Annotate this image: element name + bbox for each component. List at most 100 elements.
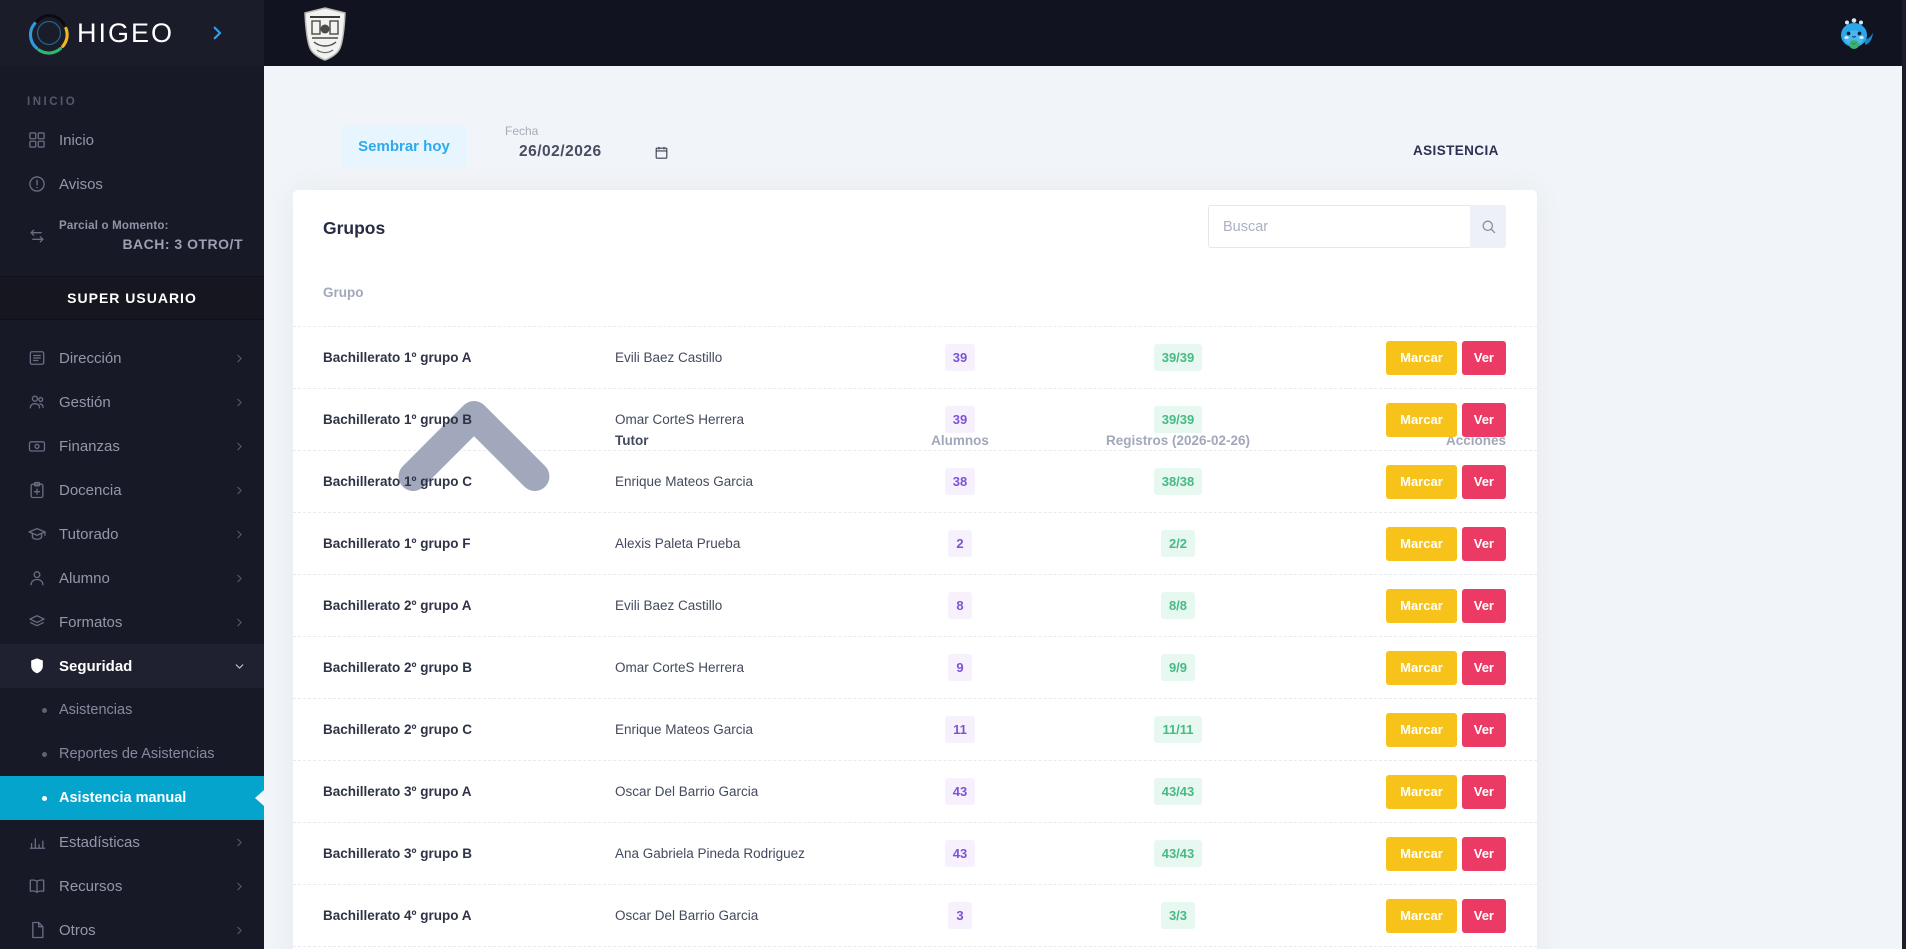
table-row: Bachillerato 2º grupo B Omar CorteS Herr… — [293, 637, 1537, 699]
grid-icon — [27, 130, 47, 150]
file-icon — [27, 920, 47, 940]
tutor-name: Omar CorteS Herrera — [615, 660, 745, 675]
table-body: Bachillerato 1º grupo A Evili Baez Casti… — [293, 327, 1537, 947]
higeo-logo-icon — [27, 11, 71, 55]
calendar-icon[interactable] — [654, 145, 669, 160]
students-count-badge: 39 — [944, 344, 976, 371]
ver-button[interactable]: Ver — [1461, 588, 1506, 623]
ver-button[interactable]: Ver — [1461, 464, 1506, 499]
search-input[interactable] — [1208, 205, 1470, 248]
header-registros[interactable]: Registros (2026-02-26) — [1105, 432, 1251, 448]
records-count-badge: 43/43 — [1153, 840, 1203, 867]
header-alumnos[interactable]: Alumnos — [931, 432, 989, 448]
ver-button[interactable]: Ver — [1461, 402, 1506, 437]
sidebar-item-estadisticas[interactable]: Estadísticas — [0, 820, 264, 864]
page-scrollbar[interactable] — [1902, 0, 1906, 949]
date-input[interactable]: 26/02/2026 — [519, 143, 602, 160]
header-tutor[interactable]: Tutor — [615, 432, 649, 448]
ver-button[interactable]: Ver — [1461, 774, 1506, 809]
period-selector[interactable]: Parcial o Momento: BACH: 3 OTRO/T — [0, 210, 264, 264]
graduation-cap-icon — [27, 524, 47, 544]
records-count-badge: 39/39 — [1153, 406, 1203, 433]
search-button[interactable] — [1470, 205, 1506, 248]
sidebar-item-tutorado[interactable]: Tutorado — [0, 512, 264, 556]
sembrar-hoy-button[interactable]: Sembrar hoy — [341, 125, 467, 168]
group-name: Bachillerato 2º grupo A — [323, 597, 472, 613]
marcar-button[interactable]: Marcar — [1386, 898, 1457, 933]
records-count-badge: 3/3 — [1160, 902, 1196, 929]
chevron-right-icon — [233, 484, 246, 497]
date-label: Fecha — [505, 124, 539, 138]
sidebar: INICIO Inicio Avisos Parcial o Momento: B… — [0, 66, 264, 949]
records-count-badge: 9/9 — [1160, 654, 1196, 681]
ver-button[interactable]: Ver — [1461, 712, 1506, 747]
topbar: HIGEO — [0, 0, 1906, 66]
marcar-button[interactable]: Marcar — [1386, 712, 1457, 747]
sidebar-item-inicio[interactable]: Inicio — [0, 118, 264, 162]
ver-button[interactable]: Ver — [1461, 650, 1506, 685]
group-name: Bachillerato 2º grupo C — [323, 721, 472, 737]
sidebar-subitem-reportes-de-asistencias[interactable]: Reportes de Asistencias — [0, 732, 264, 776]
sidebar-item-formatos[interactable]: Formatos — [0, 600, 264, 644]
header-grupo[interactable]: Grupo — [323, 285, 364, 300]
brand: HIGEO — [0, 0, 264, 66]
marcar-button[interactable]: Marcar — [1386, 588, 1457, 623]
tutor-name: Oscar Del Barrio Garcia — [615, 908, 759, 923]
clipboard-icon — [27, 480, 47, 500]
chevron-right-icon — [233, 396, 246, 409]
tutor-name: Oscar Del Barrio Garcia — [615, 784, 759, 799]
alert-circle-icon — [27, 174, 47, 194]
tutor-name: Evili Baez Castillo — [615, 598, 723, 613]
students-count-badge: 11 — [945, 716, 975, 743]
brand-name: HIGEO — [77, 17, 175, 48]
bullet-icon — [42, 795, 47, 801]
records-count-badge: 2/2 — [1160, 530, 1196, 557]
ver-button[interactable]: Ver — [1461, 340, 1506, 375]
marcar-button[interactable]: Marcar — [1386, 464, 1457, 499]
group-name: Bachillerato 3º grupo A — [323, 783, 472, 799]
card-title: Grupos — [323, 218, 386, 238]
bullet-icon — [42, 751, 47, 757]
chevron-down-icon — [233, 660, 246, 673]
sort-caret-up-icon — [328, 400, 620, 595]
marcar-button[interactable]: Marcar — [1386, 340, 1457, 375]
sidebar-item-docencia[interactable]: Docencia — [0, 468, 264, 512]
students-count-badge: 3 — [948, 902, 972, 929]
table-row: Bachillerato 3º grupo B Ana Gabriela Pin… — [293, 823, 1537, 885]
group-name: Bachillerato 3º grupo B — [323, 845, 472, 861]
marcar-button[interactable]: Marcar — [1386, 526, 1457, 561]
sidebar-item-alumno[interactable]: Alumno — [0, 556, 264, 600]
sidebar-toggle-chevron-icon[interactable] — [208, 24, 226, 42]
sidebar-subitem-asistencia-manual[interactable]: Asistencia manual — [0, 776, 264, 820]
sidebar-item-otros[interactable]: Otros — [0, 908, 264, 949]
user-avatar[interactable] — [1835, 13, 1875, 53]
sidebar-subitem-asistencias[interactable]: Asistencias — [0, 688, 264, 732]
groups-table: Grupo Tutor Alumnos Registros (2026-02-2… — [293, 285, 1537, 947]
tutor-name: Omar CorteS Herrera — [615, 412, 745, 427]
sidebar-item-gestion[interactable]: Gestión — [0, 380, 264, 424]
marcar-button[interactable]: Marcar — [1386, 402, 1457, 437]
students-count-badge: 43 — [944, 840, 976, 867]
swap-icon — [27, 226, 47, 246]
sidebar-item-seguridad[interactable]: Seguridad — [0, 644, 264, 688]
group-name: Bachillerato 2º grupo B — [323, 659, 472, 675]
chevron-right-icon — [233, 352, 246, 365]
date-field[interactable]: Fecha 26/02/2026 — [505, 124, 705, 161]
sidebar-item-recursos[interactable]: Recursos — [0, 864, 264, 908]
sidebar-item-avisos[interactable]: Avisos — [0, 162, 264, 206]
marcar-button[interactable]: Marcar — [1386, 650, 1457, 685]
ver-button[interactable]: Ver — [1461, 836, 1506, 871]
groups-card: Grupos Grupo Tutor Alumnos Registros (20… — [293, 190, 1537, 949]
page-context-label: ASISTENCIA — [1413, 143, 1499, 158]
records-count-badge: 38/38 — [1153, 468, 1203, 495]
ver-button[interactable]: Ver — [1461, 526, 1506, 561]
students-count-badge: 43 — [944, 778, 976, 805]
sidebar-item-finanzas[interactable]: Finanzas — [0, 424, 264, 468]
marcar-button[interactable]: Marcar — [1386, 774, 1457, 809]
ver-button[interactable]: Ver — [1461, 898, 1506, 933]
tutor-name: Alexis Paleta Prueba — [615, 536, 741, 551]
chevron-right-icon — [233, 924, 246, 937]
marcar-button[interactable]: Marcar — [1386, 836, 1457, 871]
sidebar-item-direccion[interactable]: Dirección — [0, 336, 264, 380]
